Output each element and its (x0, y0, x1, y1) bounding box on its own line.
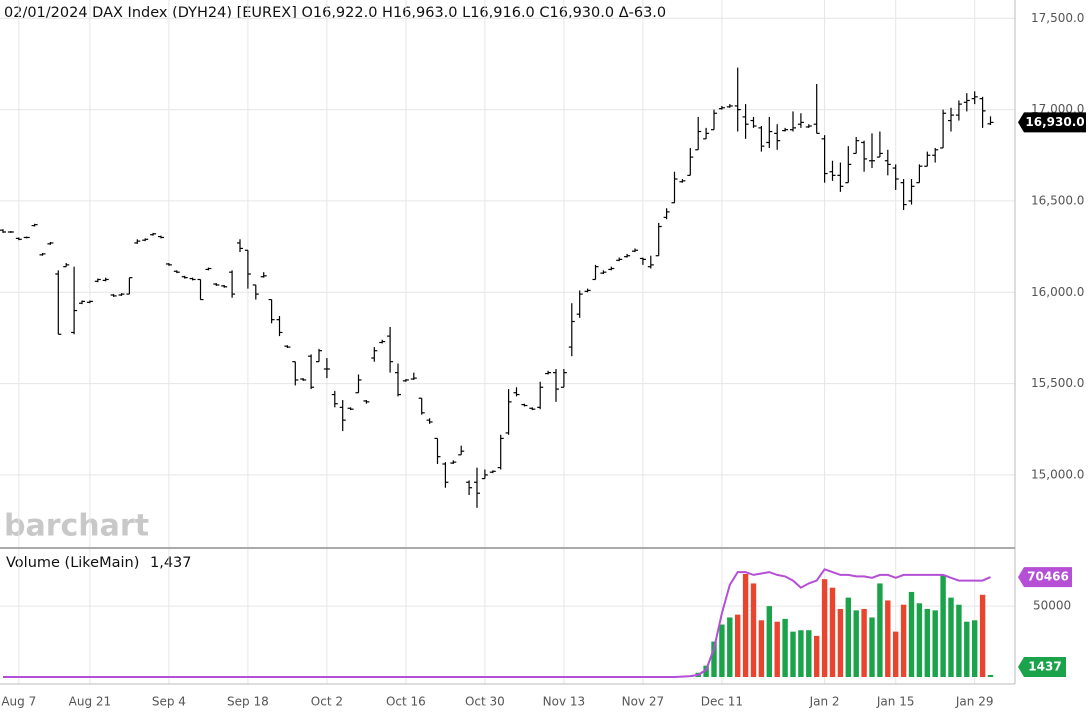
volume-bar (987, 674, 994, 677)
x-tick-label: Jan 2 (809, 695, 840, 709)
volume-bar (924, 608, 930, 677)
volume-bar (774, 621, 780, 677)
volume-bar (814, 635, 820, 677)
volume-bar (972, 620, 978, 677)
y-tick-label: 50000 (1033, 599, 1071, 613)
x-tick-label: Oct 16 (386, 695, 426, 709)
volume-bar (845, 597, 851, 677)
volume-bar (916, 603, 923, 677)
volume-bar (821, 579, 828, 677)
volume-bar (711, 641, 717, 677)
average-last-label: 70466 (1027, 570, 1069, 584)
average-badge (1018, 567, 1072, 588)
x-tick-label: Sep 18 (227, 695, 269, 709)
y-tick-label: 17,500.0 (1031, 11, 1084, 25)
x-tick-label: Dec 11 (701, 695, 743, 709)
volume-bar (877, 583, 883, 677)
x-tick-label: Jan 15 (876, 695, 915, 709)
chart-title: 02/01/2024 DAX Index (DYH24) [EUREX] O16… (4, 5, 666, 21)
x-tick-label: Oct 2 (311, 695, 343, 709)
volume-bar (893, 631, 899, 677)
volume-bar (750, 583, 757, 677)
y-tick-label: 15,500.0 (1031, 376, 1084, 390)
watermark: barchart (4, 509, 149, 544)
volume-bar (853, 610, 859, 677)
volume-bar (900, 604, 907, 677)
volume-bar (940, 574, 946, 677)
y-tick-label: 15,000.0 (1031, 467, 1084, 481)
last-price-label: 16,930.0 (1025, 115, 1084, 129)
x-tick-label: Sep 4 (152, 695, 186, 709)
volume-bar (908, 591, 915, 677)
volume-last-label: 1437 (1028, 660, 1061, 674)
x-tick-label: Aug 7 (1, 695, 36, 709)
volume-bar (964, 621, 970, 677)
y-tick-label: 16,000.0 (1031, 285, 1084, 299)
volume-bar (979, 594, 986, 677)
volume-bar (735, 614, 741, 677)
x-tick-label: Nov 27 (622, 695, 665, 709)
volume-average-line (3, 568, 991, 678)
volume-bar (861, 608, 867, 677)
x-tick-label: Nov 13 (543, 695, 586, 709)
volume-bar (703, 665, 709, 677)
volume-bar (758, 620, 765, 677)
x-tick-label: Oct 30 (465, 695, 505, 709)
volume-bar (742, 573, 749, 677)
volume-bar (948, 597, 954, 677)
volume-bar (885, 600, 891, 677)
volume-bar (932, 610, 938, 677)
volume-bar (798, 630, 804, 677)
volume-bar (837, 608, 844, 677)
volume-badge (1018, 657, 1066, 677)
volume-bar (806, 630, 812, 677)
volume-bar (956, 604, 962, 677)
volume-bar (790, 631, 796, 677)
volume-bar (719, 624, 725, 677)
volume-legend-value: 1,437 (150, 555, 192, 571)
last-price-badge (1018, 112, 1086, 133)
volume-bar (766, 606, 772, 677)
y-tick-label: 16,500.0 (1031, 193, 1084, 207)
volume-bar (782, 618, 788, 677)
volume-title: Volume (LikeMain) (6, 555, 139, 571)
volume-bar (869, 617, 875, 677)
x-tick-label: Jan 29 (955, 695, 994, 709)
volume-bar (829, 587, 836, 677)
x-tick-label: Aug 21 (69, 695, 112, 709)
volume-bar (727, 617, 733, 677)
